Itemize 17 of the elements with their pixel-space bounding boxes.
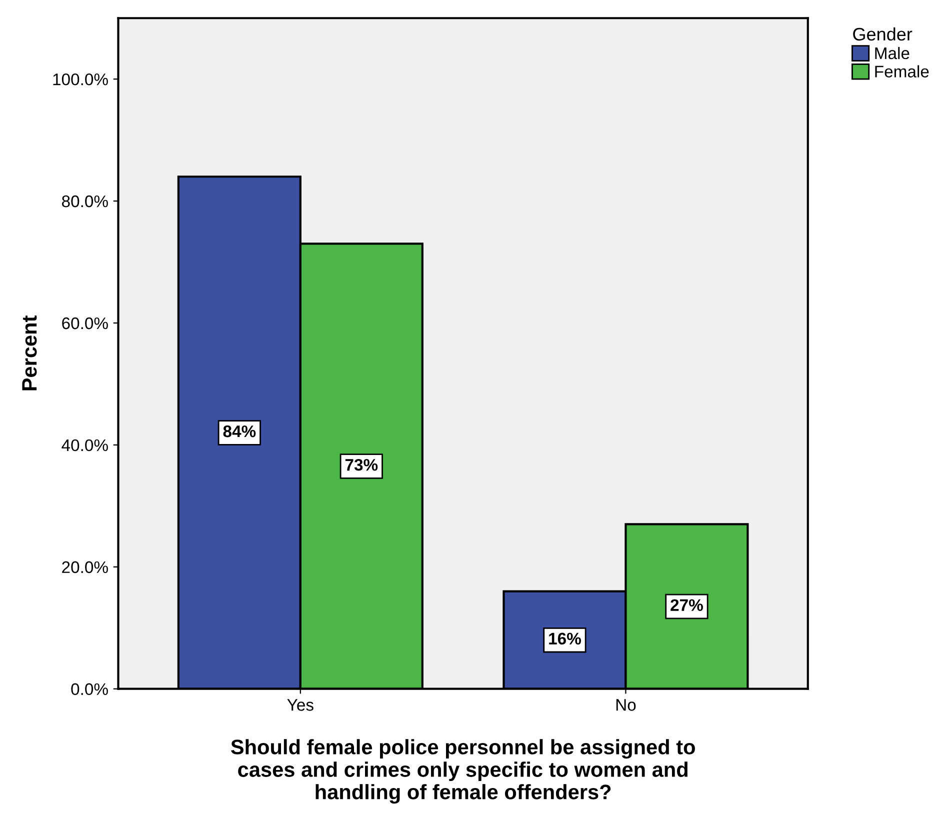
x-tick-label: No: [616, 699, 636, 711]
data-label: 84%: [223, 425, 256, 438]
legend-label: Male: [875, 46, 910, 60]
y-axis-title: Percent: [22, 316, 37, 390]
legend-label: Female: [875, 65, 929, 78]
y-tick-label: 60.0%: [62, 317, 108, 330]
data-label: 27%: [670, 599, 703, 611]
data-label: 73%: [345, 458, 378, 471]
data-label: 16%: [549, 632, 581, 645]
y-tick-label: 40.0%: [62, 439, 108, 452]
y-tick-label: 100.0%: [53, 73, 108, 86]
legend-title: Gender: [853, 27, 912, 41]
y-tick-label: 20.0%: [62, 561, 108, 574]
x-axis-title: Should female police personnel be assigned to cases and crimes only specific to women and handling of female offenders?: [231, 739, 695, 804]
y-tick-label: 0.0%: [71, 683, 108, 696]
x-tick-label: Yes: [287, 699, 314, 711]
y-tick-label: 80.0%: [62, 195, 108, 208]
